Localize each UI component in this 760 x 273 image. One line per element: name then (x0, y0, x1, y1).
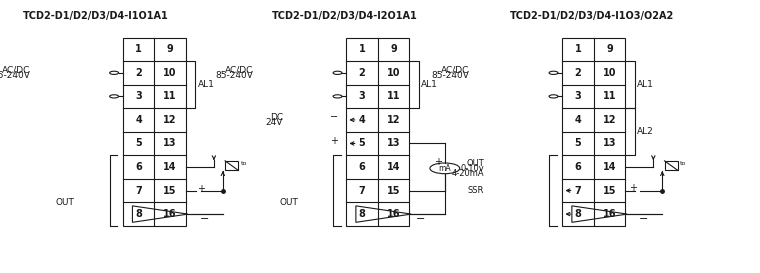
Text: 3: 3 (359, 91, 366, 101)
Text: −: − (416, 214, 425, 224)
Bar (347, 37, 409, 226)
Text: 10: 10 (387, 68, 401, 78)
Circle shape (333, 71, 342, 75)
Circle shape (109, 95, 119, 98)
Text: 11: 11 (387, 91, 401, 101)
Text: AL2: AL2 (637, 127, 654, 136)
Text: AL1: AL1 (421, 79, 438, 88)
Text: 12: 12 (163, 115, 177, 125)
Text: OUT: OUT (279, 198, 298, 207)
Text: 0-10v: 0-10v (461, 164, 484, 173)
Text: 1: 1 (359, 44, 366, 54)
Text: −: − (330, 112, 338, 122)
Text: 9: 9 (390, 44, 397, 54)
Text: 7: 7 (135, 186, 142, 195)
Text: 2: 2 (359, 68, 366, 78)
Text: AC/DC: AC/DC (225, 65, 253, 74)
Text: 1: 1 (575, 44, 581, 54)
Text: 2: 2 (135, 68, 142, 78)
Text: +: + (435, 157, 442, 167)
Circle shape (549, 71, 558, 75)
Text: 2: 2 (575, 68, 581, 78)
Text: 16: 16 (387, 209, 401, 219)
Text: 6: 6 (575, 162, 581, 172)
Text: OUT: OUT (55, 198, 74, 207)
Text: 15: 15 (387, 186, 401, 195)
Circle shape (109, 71, 119, 75)
Text: TCD2-D1/D2/D3/D4-I1O3/O2A2: TCD2-D1/D2/D3/D4-I1O3/O2A2 (511, 11, 675, 21)
Text: AC/DC: AC/DC (2, 65, 30, 74)
Text: SSR: SSR (468, 186, 484, 195)
Text: 13: 13 (603, 138, 616, 149)
Text: AL1: AL1 (198, 79, 214, 88)
Text: 3: 3 (135, 91, 142, 101)
Text: 8: 8 (135, 209, 142, 219)
Text: to: to (241, 161, 247, 166)
Text: 3: 3 (575, 91, 581, 101)
Text: 9: 9 (166, 44, 173, 54)
Text: 13: 13 (387, 138, 401, 149)
Text: 14: 14 (603, 162, 616, 172)
Text: 1: 1 (135, 44, 142, 54)
Text: 85-240V: 85-240V (0, 71, 30, 80)
Text: 7: 7 (359, 186, 366, 195)
Text: 4: 4 (359, 115, 366, 125)
Text: 12: 12 (387, 115, 401, 125)
Text: 11: 11 (163, 91, 177, 101)
Text: 7: 7 (575, 186, 581, 195)
Text: 12: 12 (603, 115, 616, 125)
Text: 8: 8 (575, 209, 581, 219)
Circle shape (549, 95, 558, 98)
Text: AL1: AL1 (637, 79, 654, 88)
Bar (123, 37, 185, 226)
Bar (562, 37, 625, 226)
Text: 5: 5 (359, 138, 366, 149)
Text: to: to (680, 161, 686, 166)
Text: mA: mA (439, 164, 451, 173)
Circle shape (430, 163, 460, 174)
Text: −: − (200, 214, 209, 224)
Text: 16: 16 (163, 209, 177, 219)
Text: 16: 16 (603, 209, 616, 219)
Text: 4-20mA: 4-20mA (451, 169, 484, 178)
Text: 85-240V: 85-240V (216, 71, 253, 80)
Circle shape (333, 95, 342, 98)
Text: TCD2-D1/D2/D3/D4-I2O1A1: TCD2-D1/D2/D3/D4-I2O1A1 (272, 11, 418, 21)
Text: AC/DC: AC/DC (441, 65, 470, 74)
Text: 6: 6 (359, 162, 366, 172)
Text: +: + (629, 183, 637, 193)
Text: 14: 14 (387, 162, 401, 172)
Text: 24V: 24V (266, 118, 283, 127)
Bar (664, 161, 678, 170)
Text: 4: 4 (575, 115, 581, 125)
Text: TCD2-D1/D2/D3/D4-I1O1A1: TCD2-D1/D2/D3/D4-I1O1A1 (23, 11, 168, 21)
Text: −: − (639, 214, 648, 224)
Text: 4: 4 (135, 115, 142, 125)
Text: 10: 10 (163, 68, 177, 78)
Text: 13: 13 (163, 138, 177, 149)
Text: 6: 6 (135, 162, 142, 172)
Text: 11: 11 (603, 91, 616, 101)
Text: 5: 5 (575, 138, 581, 149)
Text: 8: 8 (359, 209, 366, 219)
Text: 5: 5 (135, 138, 142, 149)
Text: OUT: OUT (467, 159, 484, 168)
Text: 85-240V: 85-240V (432, 71, 470, 80)
Text: 9: 9 (606, 44, 613, 54)
Text: DC: DC (270, 113, 283, 122)
Text: +: + (197, 184, 204, 194)
Bar (225, 161, 239, 170)
Text: 15: 15 (163, 186, 177, 195)
Text: 14: 14 (163, 162, 177, 172)
Text: 15: 15 (603, 186, 616, 195)
Text: +: + (330, 136, 338, 146)
Text: 10: 10 (603, 68, 616, 78)
